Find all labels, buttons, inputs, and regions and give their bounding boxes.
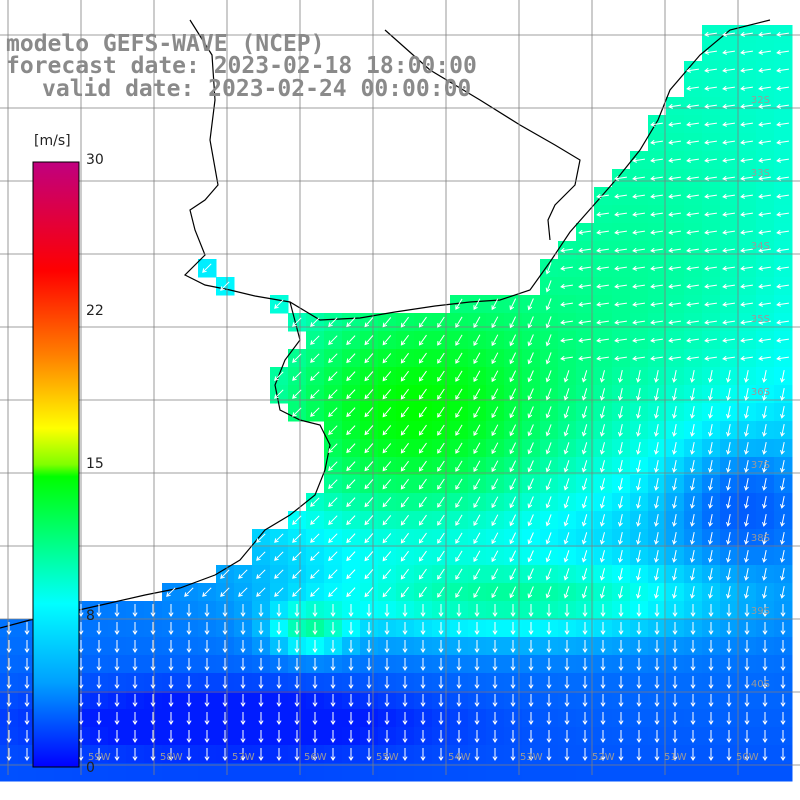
lat-label: 37S [750, 460, 770, 471]
model-title: modelo GEFS-WAVE (NCEP) [6, 31, 325, 57]
lon-label: 51W [664, 752, 687, 763]
lon-label: 59W [88, 752, 111, 763]
lon-label: 57W [232, 752, 255, 763]
lat-label: 32S [750, 95, 770, 106]
lon-label: 52W [592, 752, 615, 763]
valid-date: valid date: 2023-02-24 00:00:00 [42, 76, 472, 102]
lat-label: 40S [750, 679, 770, 690]
forecast-date: forecast date: 2023-02-18 18:00:00 [6, 53, 477, 79]
colorbar-tick-22: 22 [86, 303, 104, 319]
lon-label: 55W [376, 752, 399, 763]
colorbar-unit: [m/s] [34, 133, 71, 149]
lon-label: 50W [736, 752, 759, 763]
lat-lon-grid [0, 0, 800, 775]
lon-label: 53W [520, 752, 543, 763]
colorbar [32, 161, 80, 768]
lon-label: 54W [448, 752, 471, 763]
coastline [183, 19, 771, 321]
lon-label: 56W [304, 752, 327, 763]
colorbar-tick-30: 30 [86, 152, 104, 168]
colorbar-tick-0: 0 [86, 760, 95, 776]
lat-label: 38S [750, 533, 770, 544]
coastline-inland [384, 29, 581, 241]
colorbar-tick-15: 15 [86, 456, 104, 472]
lat-label: 36S [750, 387, 770, 398]
lat-label: 34S [750, 241, 770, 252]
coastline-river-plate [0, 301, 331, 629]
lat-label: 35S [750, 314, 770, 325]
colorbar-tick-8: 8 [86, 608, 95, 624]
wind-direction-arrows [6, 31, 789, 761]
lon-label: 58W [160, 752, 183, 763]
lat-label: 39S [750, 606, 770, 617]
lat-label: 33S [750, 168, 770, 179]
